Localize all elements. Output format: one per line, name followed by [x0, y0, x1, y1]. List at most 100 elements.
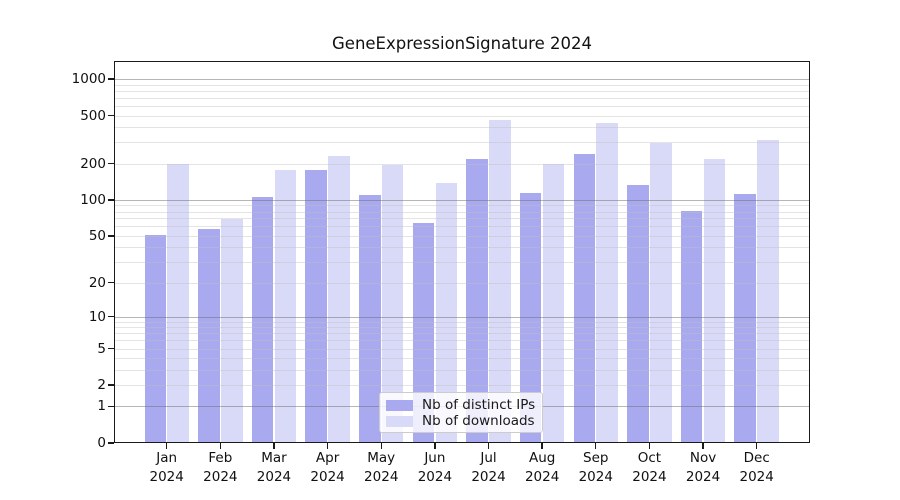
y-tick-mark	[108, 315, 114, 318]
y-tick-label: 20	[88, 274, 106, 291]
legend-swatch-downloads	[386, 415, 413, 427]
y-tick-mark	[108, 405, 114, 408]
gridline-minor	[114, 340, 810, 342]
x-tick-label: Nov 2024	[671, 449, 735, 487]
gridline-minor	[114, 211, 810, 213]
y-tick-label: 5	[97, 340, 106, 357]
legend-item-distinct-ips: Nb of distinct IPs	[386, 397, 536, 413]
legend-label: Nb of distinct IPs	[422, 397, 536, 413]
gridline-major	[114, 199, 810, 201]
gridline-minor	[114, 226, 810, 228]
x-tick-label-year: 2024	[524, 469, 560, 485]
bar-downloads	[167, 163, 189, 443]
gridline-minor	[114, 333, 810, 335]
gridline-minor	[114, 97, 810, 99]
bar-downloads	[542, 164, 565, 443]
y-tick-label: 500	[80, 107, 106, 124]
x-tick-label: May 2024	[349, 449, 413, 487]
x-tick-label: Oct 2024	[617, 449, 681, 487]
x-tick-mark	[595, 443, 597, 449]
bar-distinct-ips	[412, 223, 435, 443]
y-tick-label: 0	[97, 435, 106, 451]
x-tick-mark	[166, 443, 168, 449]
chart-title: GeneExpressionSignature 2024	[332, 34, 592, 53]
bar-downloads	[381, 164, 404, 443]
bar-distinct-ips	[198, 229, 220, 443]
bar-distinct-ips	[251, 196, 274, 443]
gridline-minor	[114, 262, 810, 264]
x-tick-label-year: 2024	[149, 469, 184, 485]
bar-downloads	[596, 122, 618, 443]
bar-distinct-ips	[305, 170, 327, 443]
x-tick-mark	[434, 443, 436, 449]
legend-swatch-distinct-ips	[386, 399, 413, 411]
gridline-minor	[114, 235, 810, 237]
x-tick-label-year: 2024	[632, 469, 667, 485]
x-tick-label-year: 2024	[739, 469, 774, 485]
y-tick-mark	[108, 162, 114, 165]
bar-distinct-ips	[573, 153, 596, 443]
x-tick-label-year: 2024	[203, 469, 238, 485]
y-tick-mark	[108, 347, 114, 350]
bar-downloads	[703, 158, 726, 443]
gridline-minor	[114, 115, 810, 117]
gridline-minor	[114, 205, 810, 207]
y-tick-mark	[108, 235, 114, 237]
y-tick-label: 100	[80, 191, 106, 208]
gridline-minor	[114, 105, 810, 107]
x-tick-label: Jul 2024	[457, 449, 521, 487]
y-tick-mark	[108, 199, 114, 201]
gridline-major	[114, 79, 810, 81]
y-tick-label: 200	[80, 155, 106, 172]
x-tick-label-year: 2024	[471, 469, 506, 485]
gridline-minor	[114, 142, 810, 144]
bar-downloads	[274, 169, 297, 443]
gridline-minor	[114, 218, 810, 220]
gridline-minor	[114, 84, 810, 86]
legend-item-downloads: Nb of downloads	[386, 413, 535, 429]
bar-downloads	[221, 219, 243, 443]
legend-label: Nb of downloads	[422, 413, 535, 429]
gridline-minor	[114, 358, 810, 360]
gridline-minor	[114, 327, 810, 329]
bar-downloads	[328, 155, 350, 443]
legend: Nb of distinct IPs Nb of downloads	[379, 392, 543, 433]
bar-downloads	[650, 142, 672, 443]
y-tick-label: 1000	[71, 71, 106, 88]
y-tick-mark	[108, 114, 114, 117]
gridline-minor	[114, 321, 810, 323]
gridline-minor	[114, 90, 810, 92]
x-tick-label: Jun 2024	[403, 449, 467, 487]
x-tick-label: Aug 2024	[510, 449, 574, 487]
bar-distinct-ips	[680, 210, 703, 443]
gridline-minor	[114, 282, 810, 284]
x-tick-label-year: 2024	[256, 469, 292, 485]
x-tick-mark	[380, 443, 382, 449]
y-tick-mark	[108, 384, 114, 386]
x-tick-label-year: 2024	[417, 469, 453, 485]
axes-frame	[114, 61, 810, 443]
x-tick-label: Mar 2024	[242, 449, 306, 487]
gridline-minor	[114, 127, 810, 129]
x-tick-label-year: 2024	[578, 469, 613, 485]
x-tick-mark	[326, 443, 329, 449]
gridline-minor	[114, 348, 810, 350]
x-tick-mark	[702, 443, 704, 449]
gridline-minor	[114, 247, 810, 249]
bar-distinct-ips	[519, 192, 542, 443]
y-tick-mark	[108, 78, 114, 80]
gridline-minor	[114, 163, 810, 165]
y-tick-label: 2	[97, 377, 106, 394]
x-tick-label: Sep 2024	[564, 449, 628, 487]
x-tick-label-year: 2024	[364, 469, 399, 485]
gridline-minor	[114, 369, 810, 371]
gridline-major	[114, 316, 810, 318]
x-tick-mark	[219, 443, 222, 449]
bar-distinct-ips	[734, 193, 756, 443]
bar-distinct-ips	[144, 234, 166, 443]
x-tick-label: Dec 2024	[725, 449, 789, 487]
x-tick-label: Feb 2024	[188, 449, 252, 487]
x-tick-label-year: 2024	[685, 469, 721, 485]
